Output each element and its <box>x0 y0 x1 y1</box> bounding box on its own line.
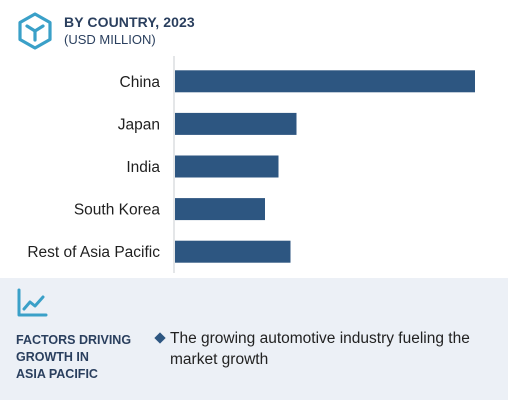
bar-japan <box>175 112 297 135</box>
category-label: China <box>120 74 161 91</box>
factor-text: The growing automotive industry fueling … <box>170 330 470 368</box>
bars-group <box>175 70 475 263</box>
factors-title: FACTORS DRIVING GROWTH IN ASIA PACIFIC <box>16 333 132 381</box>
bar-rest-of-asia-pacific <box>175 240 291 263</box>
bar-china <box>175 70 475 93</box>
category-label: Rest of Asia Pacific <box>27 244 160 261</box>
cube-logo-icon <box>18 12 52 50</box>
trend-chart-icon <box>17 288 48 317</box>
bar-chart: China Japan India South Korea Rest of Asia P… <box>27 56 475 273</box>
bar-south-korea <box>175 198 265 221</box>
chart-subtitle: (USD MILLION) <box>64 32 156 47</box>
chart-header: BY COUNTRY, 2023 (USD MILLION) <box>18 10 498 50</box>
category-label: India <box>126 159 160 176</box>
chart-title: BY COUNTRY, 2023 <box>64 14 195 30</box>
category-labels-group: China Japan India South Korea Rest of Asia P… <box>27 74 160 261</box>
category-label: Japan <box>118 116 160 133</box>
factor-list-item: The growing automotive industry fueling … <box>154 328 492 370</box>
bar-india <box>175 155 279 178</box>
factors-panel: FACTORS DRIVING GROWTH IN ASIA PACIFIC T… <box>0 278 508 400</box>
category-label: South Korea <box>74 202 161 219</box>
